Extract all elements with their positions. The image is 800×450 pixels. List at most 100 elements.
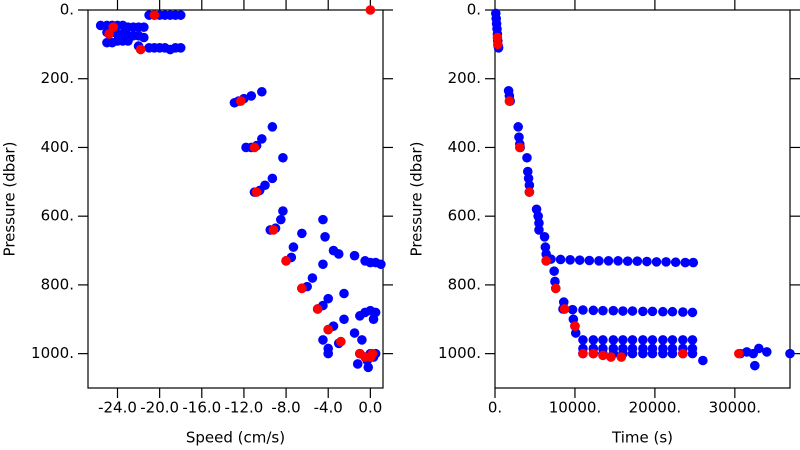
- point: [570, 321, 580, 331]
- x-tick-label: -4.0: [314, 399, 343, 417]
- point: [339, 288, 349, 299]
- point: [139, 32, 149, 43]
- point: [276, 214, 286, 225]
- point: [667, 348, 678, 359]
- point: [175, 43, 186, 53]
- point: [608, 335, 619, 345]
- y-axis-label: Pressure (dbar): [1, 142, 19, 257]
- x-axis-label: Speed (cm/s): [186, 429, 285, 447]
- point: [251, 187, 262, 197]
- x-tick-label: 0.: [488, 399, 502, 417]
- point: [367, 348, 378, 359]
- point: [622, 256, 633, 266]
- y-tick-label: 200.: [41, 69, 74, 87]
- point: [608, 305, 619, 316]
- point: [539, 232, 550, 242]
- point: [246, 91, 257, 101]
- x-tick-label: 20000.: [629, 399, 682, 417]
- plot-frame: [87, 9, 384, 389]
- point: [318, 335, 328, 345]
- point: [559, 304, 570, 314]
- point: [365, 5, 376, 15]
- point: [349, 250, 360, 261]
- y-tick-label: 200.: [448, 69, 481, 87]
- point: [651, 257, 662, 267]
- point: [249, 142, 260, 153]
- point: [363, 362, 374, 373]
- y-tick-label: 600.: [41, 207, 74, 225]
- point: [522, 152, 532, 163]
- point: [534, 225, 544, 235]
- point: [323, 324, 334, 335]
- point: [618, 335, 628, 345]
- point: [123, 36, 133, 46]
- point: [687, 307, 698, 318]
- point: [638, 306, 648, 317]
- point: [267, 122, 278, 132]
- point: [549, 266, 559, 276]
- point: [357, 335, 367, 345]
- y-tick-label: 400.: [448, 138, 481, 156]
- point: [534, 218, 544, 228]
- point: [785, 348, 795, 359]
- point: [320, 232, 330, 242]
- point: [578, 348, 588, 359]
- point: [267, 173, 278, 184]
- point: [257, 86, 267, 97]
- y-tick-label: 1000.: [438, 344, 481, 362]
- point: [567, 304, 578, 315]
- point: [598, 335, 608, 345]
- point: [349, 328, 360, 338]
- y-tick-label: 800.: [448, 275, 481, 293]
- point: [627, 335, 638, 345]
- point: [594, 256, 604, 266]
- point: [312, 304, 323, 314]
- point: [288, 242, 299, 252]
- point: [678, 307, 688, 317]
- point: [762, 347, 772, 357]
- point: [235, 96, 246, 106]
- point: [492, 32, 503, 43]
- y-axis-label: Pressure (dbar): [408, 142, 426, 257]
- x-axis-label: Time (s): [611, 429, 673, 447]
- point: [550, 283, 561, 294]
- point: [638, 348, 648, 359]
- point: [698, 355, 708, 366]
- point: [578, 335, 588, 345]
- point: [687, 335, 698, 345]
- point: [627, 348, 638, 359]
- point: [524, 187, 535, 197]
- point: [368, 314, 379, 325]
- point: [688, 257, 699, 268]
- point: [278, 152, 288, 163]
- point: [603, 256, 614, 266]
- x-tick-label: 30000.: [709, 399, 762, 417]
- point: [578, 305, 588, 315]
- point: [541, 256, 551, 266]
- point: [524, 180, 535, 191]
- y-tick-label: 400.: [41, 138, 74, 156]
- point: [584, 255, 595, 266]
- point: [135, 44, 146, 55]
- point: [323, 348, 334, 359]
- y-tick-label: 600.: [448, 207, 481, 225]
- point: [678, 348, 688, 359]
- point: [658, 335, 668, 345]
- point: [323, 293, 334, 304]
- x-tick-label: 0.0: [358, 399, 382, 417]
- point: [632, 256, 643, 266]
- point: [108, 22, 119, 32]
- point: [514, 142, 525, 153]
- y-tick-label: 800.: [41, 275, 74, 293]
- point: [278, 206, 288, 216]
- point: [104, 29, 114, 39]
- x-tick-label: -8.0: [271, 399, 300, 417]
- point: [268, 225, 279, 235]
- point: [598, 305, 608, 316]
- point: [647, 335, 658, 345]
- point: [513, 122, 523, 132]
- point: [339, 314, 349, 325]
- point: [680, 257, 691, 268]
- point: [492, 39, 503, 50]
